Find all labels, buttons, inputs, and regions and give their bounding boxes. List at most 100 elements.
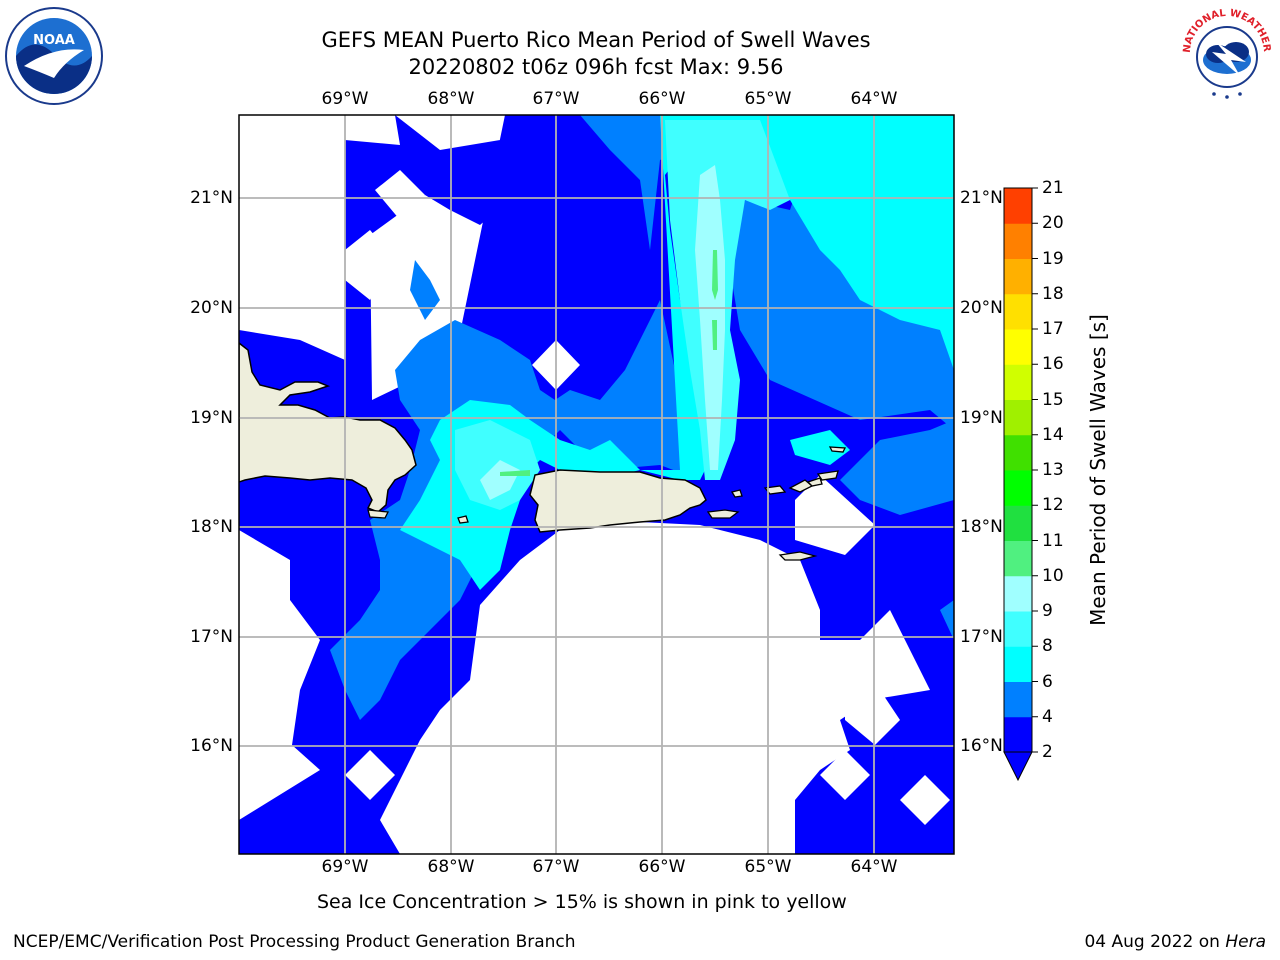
noaa-logo: NOAA xyxy=(5,7,103,105)
lat-label-right: 19°N xyxy=(960,408,1003,428)
colorbar-tick-label: 11 xyxy=(1042,530,1064,551)
lat-label-right: 20°N xyxy=(960,298,1003,318)
map-frame xyxy=(238,114,955,855)
island xyxy=(367,509,390,519)
plot-title-line-1: GEFS MEAN Puerto Rico Mean Period of Swe… xyxy=(321,28,871,52)
lat-label-left: 19°N xyxy=(190,408,233,428)
colorbar-tick-label: 17 xyxy=(1042,319,1064,339)
credit-machine: Hera xyxy=(1225,932,1266,952)
contour-4-6s xyxy=(840,420,954,515)
lon-label-top: 65°W xyxy=(744,89,792,109)
colorbar-swatch xyxy=(1004,611,1032,647)
colorbar-tick-label: 21 xyxy=(1042,178,1064,198)
colorbar-label: Mean Period of Swell Waves [s] xyxy=(1086,314,1110,626)
open-area xyxy=(375,170,425,220)
sea-ice-note: Sea Ice Concentration > 15% is shown in … xyxy=(317,891,847,913)
open-area xyxy=(380,520,930,854)
lon-label-top: 64°W xyxy=(850,89,898,109)
colorbar-swatch xyxy=(1004,293,1032,330)
lat-label-left: 21°N xyxy=(190,188,233,208)
colorbar-tick-label: 8 xyxy=(1042,636,1053,657)
colorbar-swatch xyxy=(1004,505,1032,541)
plot-title-line-2: 20220802 t06z 096h fcst Max: 9.56 xyxy=(408,55,784,79)
island xyxy=(457,515,469,524)
colorbar-swatch xyxy=(1004,399,1032,436)
contour-4-6s xyxy=(410,260,440,320)
lat-label-right: 16°N xyxy=(960,736,1003,756)
lon-label-bottom: 66°W xyxy=(638,857,686,877)
lon-label-bottom: 64°W xyxy=(850,857,898,877)
lon-label-top: 67°W xyxy=(532,89,580,109)
colorbar-tick-label: 16 xyxy=(1042,354,1064,375)
colorbar-swatch xyxy=(1004,470,1032,506)
colorbar-tick-label: 20 xyxy=(1042,213,1064,234)
credit-branch: NCEP/EMC/Verification Post Processing Pr… xyxy=(13,932,576,952)
contour-10-11s xyxy=(712,320,717,350)
lat-label-left: 17°N xyxy=(190,627,233,647)
lat-label-left: 20°N xyxy=(190,298,233,318)
contour-6-8s xyxy=(830,115,954,310)
lon-label-bottom: 65°W xyxy=(744,857,792,877)
colorbar-swatch xyxy=(1004,716,1032,753)
colorbar-swatch xyxy=(1004,364,1032,400)
lat-label-right: 17°N xyxy=(960,627,1003,647)
colorbar-extend-arrow xyxy=(1003,751,1033,782)
island xyxy=(778,551,818,561)
colorbar-swatch xyxy=(1004,188,1032,224)
colorbar-tick-label: 9 xyxy=(1042,601,1053,621)
island xyxy=(806,477,823,487)
colorbar xyxy=(1003,187,1038,782)
island xyxy=(706,509,740,519)
lon-label-top: 66°W xyxy=(638,89,686,109)
nws-logo: NATIONAL WEATHER SERVICE xyxy=(1176,2,1275,101)
colorbar-tick-label: 4 xyxy=(1042,706,1053,727)
colorbar-swatch xyxy=(1004,575,1032,612)
lat-label-right: 21°N xyxy=(960,188,1003,208)
colorbar-swatch xyxy=(1004,329,1032,365)
colorbar-tick-label: 14 xyxy=(1042,424,1064,445)
colorbar-swatch xyxy=(1004,681,1032,718)
lon-label-bottom: 68°W xyxy=(427,857,475,877)
colorbar-tick-label: 2 xyxy=(1042,742,1053,762)
colorbar-swatch xyxy=(1004,540,1032,577)
lon-label-bottom: 67°W xyxy=(532,857,580,877)
open-area xyxy=(239,530,320,820)
map-gridlines xyxy=(239,115,954,854)
contour-10-11s xyxy=(712,250,718,300)
map-field xyxy=(239,115,954,854)
contour-9-10s xyxy=(695,165,725,470)
noaa-logo-text: NOAA xyxy=(33,33,75,48)
colorbar-swatch xyxy=(1004,223,1032,259)
colorbar-tick-label: 18 xyxy=(1042,283,1064,304)
lat-label-left: 16°N xyxy=(190,736,233,756)
open-area xyxy=(900,775,950,825)
credit-date-text: 04 Aug 2022 on xyxy=(1084,932,1226,952)
contour-8-9s xyxy=(665,120,790,480)
colorbar-tick-label: 10 xyxy=(1042,565,1064,586)
colorbar-tick-label: 6 xyxy=(1042,671,1053,692)
contour-6-8s xyxy=(790,430,850,465)
lat-label-right: 18°N xyxy=(960,517,1003,537)
contour-4-6s xyxy=(940,600,954,640)
colorbar-tick-label: 15 xyxy=(1042,389,1064,410)
open-area xyxy=(345,750,395,800)
colorbar-tick-label: 13 xyxy=(1042,460,1064,480)
open-area xyxy=(820,750,870,800)
credit-date: 04 Aug 2022 on Hera xyxy=(1084,932,1266,952)
lon-label-bottom: 69°W xyxy=(321,857,369,877)
colorbar-swatch xyxy=(1004,258,1032,295)
island xyxy=(828,446,847,453)
hispaniola-land xyxy=(239,342,417,513)
colorbar-swatch xyxy=(1004,646,1032,682)
open-area xyxy=(795,475,875,555)
contour-10-11s xyxy=(500,470,530,476)
contour-9-10s xyxy=(480,460,520,500)
lat-label-left: 18°N xyxy=(190,517,233,537)
colorbar-tick-label: 12 xyxy=(1042,495,1064,516)
lon-label-top: 69°W xyxy=(321,89,369,109)
lon-label-top: 68°W xyxy=(427,89,475,109)
open-area xyxy=(345,230,395,300)
colorbar-swatch xyxy=(1004,434,1032,471)
colorbar-tick-label: 19 xyxy=(1042,248,1064,269)
